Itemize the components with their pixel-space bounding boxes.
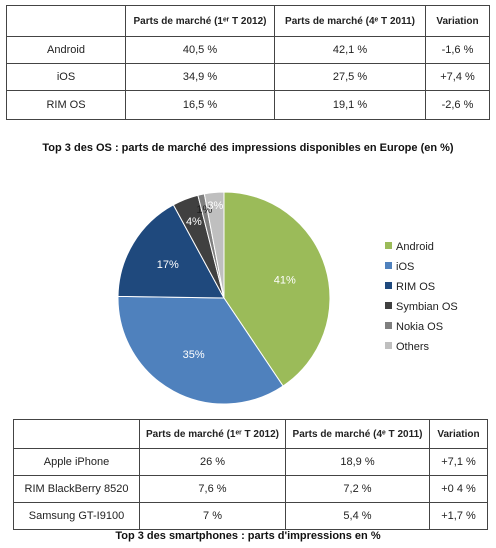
table-cell: 26 % bbox=[139, 448, 286, 476]
os-market-share-table: Parts de marché (1ᵉʳ T 2012) Parts de ma… bbox=[6, 5, 490, 120]
table-row: RIM BlackBerry 8520 7,6 % 7,2 % +0 4 % bbox=[13, 475, 488, 503]
table-cell: +7,4 % bbox=[425, 63, 490, 91]
table-row: iOS 34,9 % 27,5 % +7,4 % bbox=[6, 63, 490, 91]
pie-slice-ios bbox=[117, 295, 284, 405]
legend-swatch bbox=[385, 242, 392, 249]
table-cell: 7 % bbox=[139, 502, 286, 530]
table-cell: 19,1 % bbox=[274, 90, 426, 120]
legend-swatch bbox=[385, 342, 392, 349]
header-cell: Variation bbox=[429, 419, 488, 449]
table-cell: 18,9 % bbox=[285, 448, 430, 476]
table-cell: 27,5 % bbox=[274, 63, 426, 91]
legend-swatch bbox=[385, 322, 392, 329]
legend-label: iOS bbox=[396, 261, 414, 273]
slice-label: 17% bbox=[157, 259, 179, 271]
table-row: Apple iPhone 26 % 18,9 % +7,1 % bbox=[13, 448, 488, 476]
table-cell: 40,5 % bbox=[125, 36, 275, 64]
table-cell: -2,6 % bbox=[425, 90, 490, 120]
table-cell: iOS bbox=[6, 63, 126, 91]
slice-label: 3% bbox=[207, 200, 223, 212]
table-row: RIM OS 16,5 % 19,1 % -2,6 % bbox=[6, 90, 490, 120]
table-cell: RIM OS bbox=[6, 90, 126, 120]
header-cell bbox=[6, 5, 126, 37]
header-cell: Parts de marché (4ᵉ T 2011) bbox=[285, 419, 430, 449]
table-row: Android 40,5 % 42,1 % -1,6 % bbox=[6, 36, 490, 64]
legend-swatch bbox=[385, 302, 392, 309]
legend-swatch bbox=[385, 262, 392, 269]
slice-label: 4% bbox=[186, 216, 202, 228]
table-row: Samsung GT-I9100 7 % 5,4 % +1,7 % bbox=[13, 502, 488, 530]
smartphone-table-caption: Top 3 des smartphones : parts d'impressi… bbox=[115, 530, 381, 542]
os-table-caption: Top 3 des OS : parts de marché des impre… bbox=[42, 142, 454, 154]
legend-swatch bbox=[385, 282, 392, 289]
table-header-row: Parts de marché (1ᵉʳ T 2012) Parts de ma… bbox=[6, 5, 490, 37]
smartphone-market-share-table: Parts de marché (1ᵉʳ T 2012) Parts de ma… bbox=[13, 419, 488, 530]
pie-chart: 41% 35% 17% 4%1%3% Android iOS RIM OS Symbian … bbox=[117, 191, 458, 405]
table-cell: +0 4 % bbox=[429, 475, 488, 503]
pie-slice-android bbox=[223, 191, 331, 387]
table-cell: 42,1 % bbox=[274, 36, 426, 64]
table-header-row: Parts de marché (1ᵉʳ T 2012) Parts de ma… bbox=[13, 419, 488, 449]
header-cell: Parts de marché (1ᵉʳ T 2012) bbox=[125, 5, 275, 37]
table-cell: 34,9 % bbox=[125, 63, 275, 91]
pie-slice-others bbox=[203, 191, 225, 299]
table-cell: 7,2 % bbox=[285, 475, 430, 503]
table-cell: RIM BlackBerry 8520 bbox=[13, 475, 140, 503]
pie-slice-rim-os bbox=[117, 204, 225, 299]
legend-label: Nokia OS bbox=[396, 321, 443, 333]
legend-label: Symbian OS bbox=[396, 301, 458, 313]
table-cell: 7,6 % bbox=[139, 475, 286, 503]
slice-label: 35% bbox=[183, 349, 205, 361]
legend-label: Android bbox=[396, 241, 434, 253]
table-cell: +7,1 % bbox=[429, 448, 488, 476]
table-cell: 16,5 % bbox=[125, 90, 275, 120]
table-cell: 5,4 % bbox=[285, 502, 430, 530]
slice-label: 41% bbox=[274, 275, 296, 287]
slice-label: 1% bbox=[196, 204, 212, 216]
table-cell: Apple iPhone bbox=[13, 448, 140, 476]
table-cell: Android bbox=[6, 36, 126, 64]
header-cell: Variation bbox=[425, 5, 490, 37]
legend-label: Others bbox=[396, 341, 430, 353]
header-cell: Parts de marché (1ᵉʳ T 2012) bbox=[139, 419, 286, 449]
table-cell: Samsung GT-I9100 bbox=[13, 502, 140, 530]
header-cell: Parts de marché (4ᵉ T 2011) bbox=[274, 5, 426, 37]
table-cell: +1,7 % bbox=[429, 502, 488, 530]
legend-label: RIM OS bbox=[396, 281, 435, 293]
header-cell bbox=[13, 419, 140, 449]
table-cell: -1,6 % bbox=[425, 36, 490, 64]
